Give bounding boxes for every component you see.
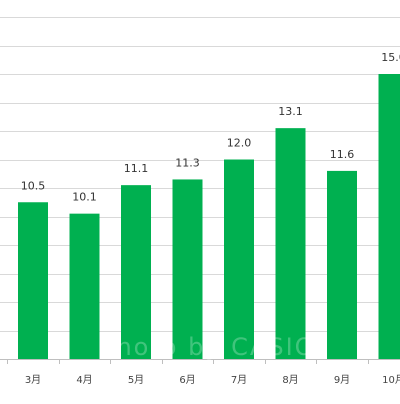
bar-value-label: 15.0: [381, 51, 400, 64]
bars: [18, 74, 400, 359]
watermark: Photo by CASIO: [100, 333, 316, 361]
bar-value-label: 10.5: [21, 179, 46, 192]
bar-8月: [276, 128, 306, 359]
category-label: 4月: [76, 374, 92, 386]
category-labels: 3月 4月 5月 6月 7月 8月 9月 10月: [25, 374, 400, 386]
bar-value-label: 13.1: [278, 105, 303, 118]
bar-value-label: 10.1: [72, 191, 97, 204]
category-label: 9月: [334, 374, 350, 386]
category-label: 6月: [179, 374, 195, 386]
bar-10月: [379, 74, 400, 359]
bar-3月: [18, 202, 48, 359]
bar-value-label: 11.3: [175, 156, 200, 169]
bar-7月: [224, 160, 254, 360]
bar-value-label: 11.6: [330, 148, 355, 161]
category-label: 8月: [282, 374, 298, 386]
bar-value-label: 12.0: [227, 137, 252, 150]
category-label: 3月: [25, 374, 41, 386]
category-label: 7月: [231, 374, 247, 386]
category-label: 10月: [382, 374, 400, 386]
bar-value-label: 11.1: [124, 162, 149, 175]
bar-4月: [70, 214, 100, 359]
category-label: 5月: [128, 374, 144, 386]
bar-9月: [327, 171, 357, 359]
